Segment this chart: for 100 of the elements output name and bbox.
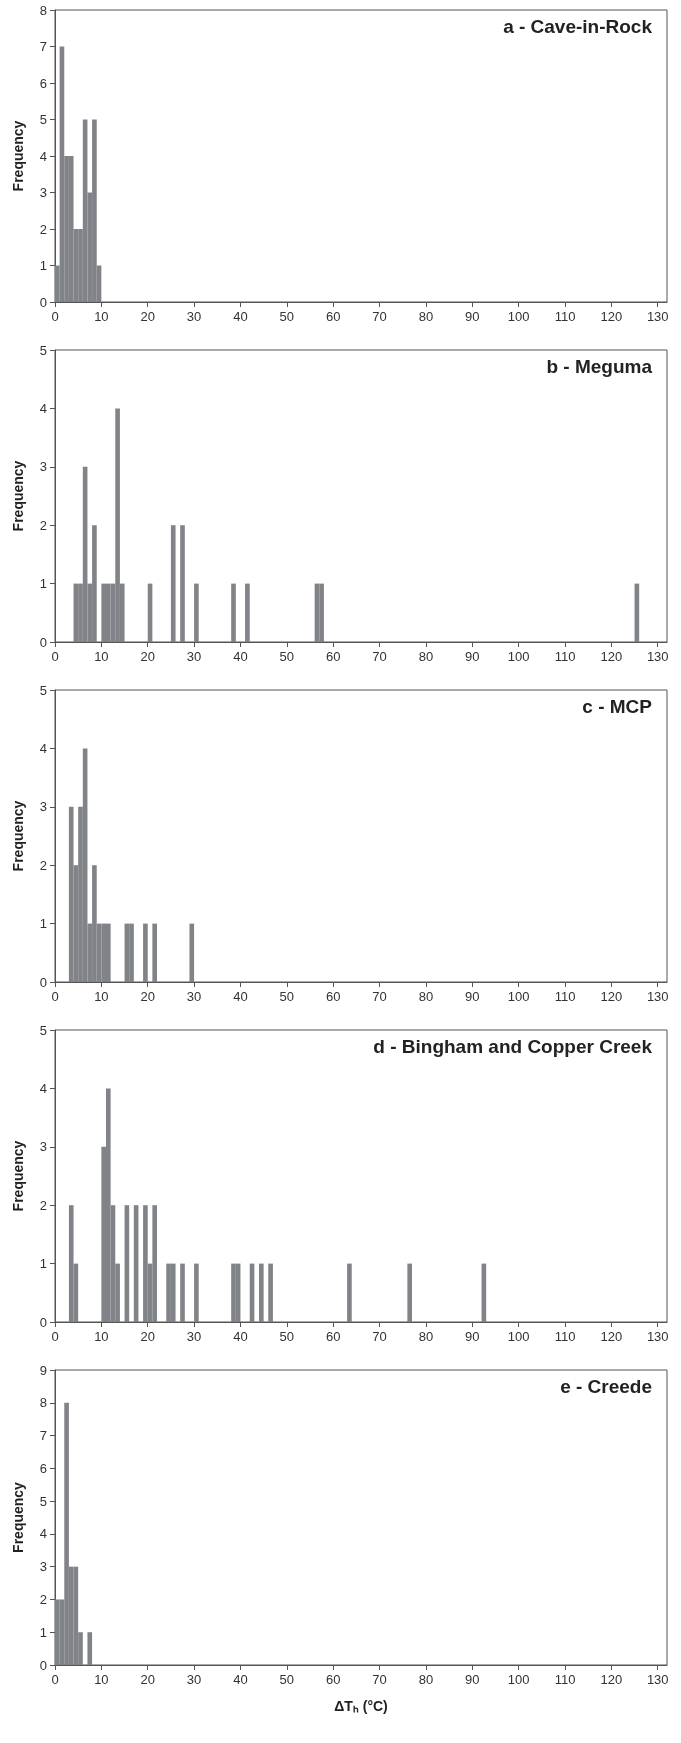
x-tick-label: 30 <box>186 309 202 324</box>
x-tick-label: 110 <box>554 1672 576 1687</box>
y-tick-label: 2 <box>39 857 47 873</box>
chart-title: e - Creede <box>560 1376 653 1397</box>
x-tick-label: 0 <box>51 1329 59 1344</box>
x-tick-label: 120 <box>600 1329 623 1344</box>
y-tick-label: 4 <box>39 1080 47 1096</box>
x-tick-label: 50 <box>279 309 295 324</box>
x-tick-label: 10 <box>94 649 109 664</box>
y-tick-label: 2 <box>39 221 47 237</box>
y-tick-label: 2 <box>39 1591 47 1607</box>
x-tick-label: 90 <box>465 1672 480 1687</box>
y-tick-label: 0 <box>39 634 47 650</box>
x-tick-label: 80 <box>418 1672 434 1687</box>
x-tick-label: 90 <box>465 989 480 1004</box>
y-tick-label: 0 <box>39 974 47 990</box>
y-tick-label: 3 <box>39 799 47 815</box>
y-tick-label: 8 <box>39 2 47 18</box>
y-tick-label: 7 <box>39 1428 47 1444</box>
y-tick-label: 8 <box>39 1395 47 1411</box>
y-tick-label: 0 <box>39 1314 47 1330</box>
y-tick-label: 1 <box>39 1256 47 1272</box>
x-tick-label: 40 <box>233 649 248 664</box>
x-tick-label: 70 <box>372 1672 387 1687</box>
y-tick-label: 3 <box>39 185 47 200</box>
x-tick-label: 50 <box>279 1672 295 1687</box>
x-tick-label: 130 <box>646 649 669 664</box>
x-tick-label: 70 <box>372 989 387 1004</box>
x-tick-label: 100 <box>507 1672 530 1687</box>
x-tick-label: 100 <box>507 989 530 1004</box>
x-tick-label: 110 <box>554 649 576 664</box>
x-tick-label: 20 <box>140 1672 155 1687</box>
y-axis-title: Frequency <box>10 460 26 532</box>
y-tick-label: 4 <box>39 400 47 416</box>
x-tick-label: 60 <box>325 1329 341 1344</box>
x-tick-label: 40 <box>233 989 248 1004</box>
x-tick-label: 90 <box>465 309 480 324</box>
x-tick-label: 10 <box>94 1329 109 1344</box>
x-tick-label: 130 <box>646 309 669 324</box>
x-tick-label: 60 <box>325 309 341 324</box>
x-tick-label: 80 <box>418 649 434 664</box>
x-tick-label: 40 <box>233 309 248 324</box>
x-tick-label: 80 <box>418 1329 434 1344</box>
x-tick-label: 30 <box>186 989 202 1004</box>
y-tick-label: 4 <box>39 148 47 164</box>
y-tick-label: 3 <box>39 1559 47 1575</box>
y-tick-label: 0 <box>39 294 47 310</box>
y-axis-title: Frequency <box>10 120 26 192</box>
y-tick-label: 2 <box>39 1197 47 1213</box>
x-tick-label: 30 <box>186 1672 202 1687</box>
x-tick-label: 60 <box>325 989 341 1004</box>
x-tick-label: 40 <box>233 1672 248 1687</box>
y-tick-label: 5 <box>39 1022 47 1038</box>
x-tick-label: 100 <box>507 649 530 664</box>
y-tick-label: 3 <box>39 1139 47 1155</box>
x-tick-label: 80 <box>418 989 434 1004</box>
y-tick-label: 1 <box>39 1624 47 1640</box>
x-tick-label: 0 <box>51 1672 59 1687</box>
y-tick-label: 6 <box>39 75 47 91</box>
x-tick-label: 40 <box>233 1329 248 1344</box>
x-tick-label: 20 <box>140 309 155 324</box>
y-tick-label: 0 <box>39 1657 47 1673</box>
x-tick-label: 120 <box>600 989 623 1004</box>
x-tick-label: 90 <box>465 649 480 664</box>
x-tick-label: 50 <box>279 989 295 1004</box>
x-tick-label: 10 <box>94 1672 109 1687</box>
chart-title: d - Bingham and Copper Creek <box>373 1036 653 1057</box>
x-tick-label: 110 <box>554 989 576 1004</box>
y-tick-label: 2 <box>39 517 47 533</box>
y-tick-label: 4 <box>39 1526 47 1542</box>
x-tick-label: 90 <box>465 1329 480 1344</box>
x-tick-label: 10 <box>94 309 109 324</box>
x-tick-label: 120 <box>600 309 623 324</box>
x-tick-label: 110 <box>554 1329 576 1344</box>
x-tick-label: 60 <box>325 649 341 664</box>
x-tick-label: 130 <box>646 1672 669 1687</box>
y-tick-label: 7 <box>39 39 47 54</box>
y-tick-label: 3 <box>39 459 47 475</box>
x-tick-label: 120 <box>600 1672 623 1687</box>
x-tick-label: 30 <box>186 1329 202 1344</box>
x-tick-label: 50 <box>279 649 295 664</box>
y-axis-title: Frequency <box>10 800 26 872</box>
y-tick-label: 6 <box>39 1460 47 1476</box>
y-tick-label: 1 <box>39 916 47 932</box>
x-tick-label: 100 <box>507 309 530 324</box>
x-tick-label: 70 <box>372 1329 387 1344</box>
y-axis-title: Frequency <box>10 1140 26 1212</box>
x-tick-label: 80 <box>418 309 434 324</box>
y-tick-label: 5 <box>39 342 47 358</box>
chart-title: b - Meguma <box>546 356 653 377</box>
chart-title: c - MCP <box>582 696 653 717</box>
x-tick-label: 100 <box>507 1329 530 1344</box>
y-tick-label: 5 <box>39 1493 47 1509</box>
x-tick-label: 30 <box>186 649 202 664</box>
x-tick-label: 0 <box>51 989 59 1004</box>
y-tick-label: 9 <box>39 1362 47 1378</box>
chart-title: a - Cave-in-Rock <box>503 16 653 37</box>
x-axis-title: ΔTₕ (°C) <box>334 1698 388 1714</box>
y-tick-label: 5 <box>39 112 47 127</box>
x-tick-label: 20 <box>140 649 155 664</box>
